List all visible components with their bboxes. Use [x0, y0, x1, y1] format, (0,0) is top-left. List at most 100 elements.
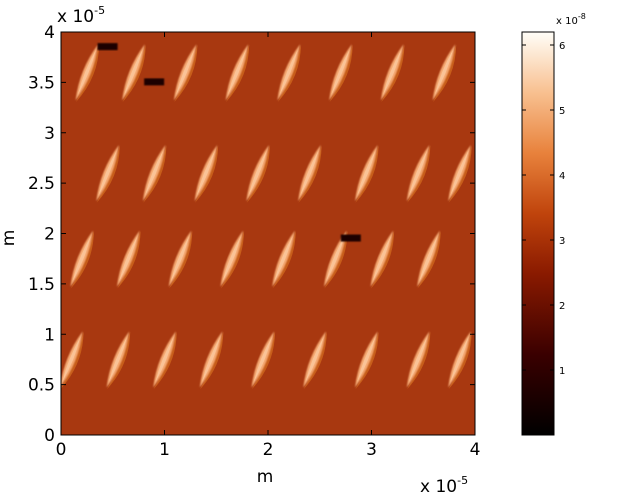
- island-highlight: [202, 337, 221, 382]
- y-tick-label: 0: [44, 426, 55, 446]
- surface-island: [380, 44, 405, 103]
- island-highlight: [331, 49, 350, 95]
- y-axis-label: m: [0, 230, 19, 247]
- island-highlight: [176, 49, 195, 95]
- island-highlight: [383, 49, 402, 95]
- island-highlight: [300, 150, 319, 196]
- y-exponent-power: -5: [94, 4, 105, 17]
- island-highlight: [409, 337, 428, 382]
- x-tick-label: 0: [56, 440, 67, 460]
- y-tick-label: 3.5: [28, 73, 55, 93]
- colorbar-tick-label: 6: [559, 41, 565, 52]
- surface-island: [225, 44, 250, 103]
- surface-island: [173, 44, 198, 103]
- colorbar-ticks: 1 2 3 4 5 6: [522, 41, 565, 377]
- surface-island: [142, 145, 167, 203]
- island-highlight: [222, 236, 241, 282]
- y-tick-label: 0.5: [28, 376, 55, 396]
- island-highlight: [372, 236, 391, 282]
- island-highlight: [124, 49, 143, 95]
- island-highlight: [227, 49, 247, 95]
- surface-island: [116, 230, 141, 289]
- colorbar-tick-label: 4: [559, 171, 565, 182]
- island-highlight: [305, 337, 324, 382]
- surface-island: [448, 145, 472, 203]
- island-highlight: [450, 337, 469, 382]
- island-highlight: [108, 337, 127, 382]
- island-highlight: [274, 236, 293, 282]
- island-highlight: [434, 49, 454, 95]
- island-highlight: [119, 236, 138, 282]
- x-tick-label: 2: [263, 440, 274, 460]
- island-highlight: [357, 150, 376, 196]
- island-highlight: [357, 337, 376, 382]
- surface-island: [406, 331, 431, 390]
- surface-island: [277, 44, 301, 103]
- y-axis-ticks: 0 0.5 1 1.5 2 2.5 3 3.5 4: [28, 23, 475, 446]
- colorbar-exponent: x 10-8: [556, 12, 586, 27]
- colorbar-tick-label: 1: [559, 366, 565, 377]
- island-highlight: [72, 236, 91, 282]
- x-tick-label: 3: [366, 440, 377, 460]
- island-highlight: [419, 236, 438, 282]
- y-tick-label: 1.5: [28, 275, 55, 295]
- surface-island: [417, 230, 441, 289]
- surface-island: [153, 331, 177, 390]
- colorbar-tick-label: 2: [559, 301, 565, 312]
- x-tick-label: 1: [159, 440, 170, 460]
- y-tick-label: 1: [44, 325, 55, 345]
- surface-island: [122, 44, 146, 103]
- island-highlight: [326, 236, 345, 282]
- plot-area: [60, 31, 476, 436]
- island-highlight: [155, 337, 174, 382]
- surface-island: [355, 145, 379, 203]
- surface-island: [432, 44, 457, 103]
- island-highlight: [450, 150, 469, 196]
- surface-island: [448, 331, 472, 390]
- y-tick-label: 2.5: [28, 174, 55, 194]
- y-tick-label: 3: [44, 124, 55, 144]
- y-exponent: x 10-5: [57, 4, 105, 27]
- island-highlight: [145, 150, 164, 196]
- x-axis-ticks: 0 1 2 3 4: [56, 32, 480, 460]
- surface-island: [370, 230, 395, 289]
- colorbar: 1 2 3 4 5 6 x 10-8: [521, 12, 586, 436]
- surface-island: [303, 331, 327, 390]
- x-exponent-power: -5: [457, 474, 468, 487]
- island-highlight: [62, 337, 81, 382]
- island-highlight: [409, 150, 428, 196]
- surface-island: [96, 145, 120, 203]
- surface-island: [199, 331, 224, 390]
- island-highlight: [279, 49, 298, 95]
- x-axis-label: m: [257, 467, 274, 487]
- y-tick-label: 4: [44, 23, 55, 43]
- dark-defect: [144, 78, 165, 86]
- island-highlight: [170, 236, 190, 282]
- dark-defect: [340, 234, 361, 242]
- surface-island: [323, 230, 348, 289]
- surface-island: [329, 44, 353, 103]
- island-highlight: [253, 337, 272, 382]
- colorbar-gradient: [521, 31, 555, 436]
- surface-island: [61, 331, 84, 390]
- surface-island: [70, 230, 94, 289]
- colorbar-tick-label: 3: [559, 236, 565, 247]
- x-exponent-base: x 10: [420, 477, 457, 494]
- dark-defect: [97, 43, 118, 51]
- colorbar-exponent-base: x 10: [556, 16, 578, 27]
- surface-island: [272, 230, 296, 289]
- x-exponent: x 10-5: [420, 474, 468, 494]
- island-highlight: [248, 150, 267, 196]
- surface-island: [75, 44, 100, 103]
- surface-island: [168, 230, 193, 289]
- colorbar-tick-label: 5: [559, 106, 565, 117]
- surface-island: [106, 331, 131, 390]
- surface-island: [251, 331, 276, 390]
- island-highlight: [77, 49, 96, 95]
- island-highlight: [196, 150, 215, 196]
- surface-features: [61, 43, 472, 390]
- surface-island: [220, 230, 245, 289]
- island-highlight: [98, 150, 117, 196]
- surface-island: [194, 145, 219, 203]
